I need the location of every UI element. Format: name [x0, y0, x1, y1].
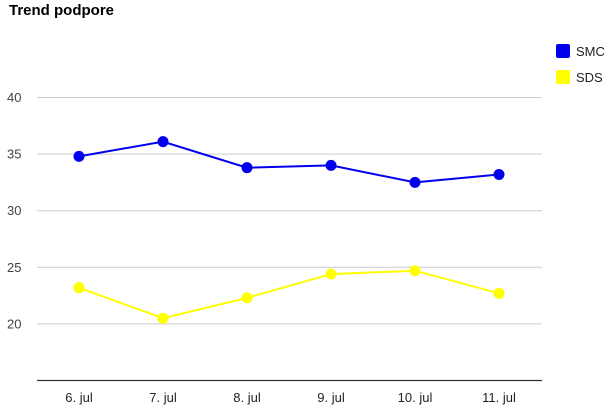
- x-tick-label-4: 10. jul: [398, 390, 433, 405]
- data-point-sds-1: [157, 312, 169, 324]
- x-tick-label-0: 6. jul: [65, 390, 93, 405]
- legend-swatch-smc: [556, 44, 570, 58]
- data-point-sds-5: [493, 287, 505, 299]
- legend-label-sds: SDS: [576, 69, 603, 85]
- data-point-sds-4: [409, 265, 421, 277]
- x-tick-label-5: 11. jul: [482, 390, 516, 405]
- series-layer: [73, 136, 505, 324]
- axis-layer: 20 25 30 35 40 6. jul 7. jul 8. jul 9. jul 10. ju…: [7, 90, 542, 405]
- x-tick-label-1: 7. jul: [149, 390, 177, 405]
- series-line-smc: [78, 140, 500, 184]
- data-point-smc-4: [409, 176, 421, 188]
- series-line-sds: [78, 269, 500, 320]
- x-tick-label-3: 9. jul: [317, 390, 345, 405]
- legend-label-smc: SMC: [576, 43, 605, 59]
- x-tick-label-2: 8. jul: [233, 390, 261, 405]
- legend-item-sds[interactable]: SDS: [556, 64, 605, 90]
- chart-title: Trend podpore: [9, 2, 114, 19]
- data-point-sds-3: [325, 268, 337, 280]
- y-tick-label-30: 30: [7, 203, 21, 218]
- y-tick-label-25: 25: [7, 260, 21, 275]
- data-point-smc-2: [241, 162, 253, 174]
- data-point-sds-2: [241, 292, 253, 304]
- data-point-smc-0: [73, 150, 85, 162]
- legend-item-smc[interactable]: SMC: [556, 38, 605, 64]
- data-point-sds-0: [73, 282, 85, 294]
- y-tick-label-40: 40: [7, 90, 21, 105]
- grid-layer: [37, 97, 542, 325]
- y-tick-label-20: 20: [7, 316, 21, 331]
- legend-swatch-sds: [556, 70, 570, 84]
- legend: SMC SDS: [556, 38, 605, 90]
- data-point-smc-5: [493, 168, 505, 180]
- data-point-smc-1: [157, 136, 169, 148]
- y-tick-label-35: 35: [7, 147, 21, 162]
- data-point-smc-3: [325, 159, 337, 171]
